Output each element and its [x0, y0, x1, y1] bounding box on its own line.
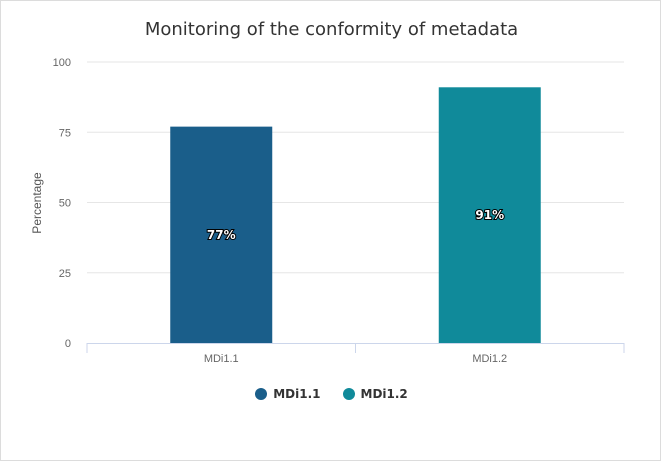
- legend-item-mdi1-1[interactable]: MDi1.1: [255, 387, 321, 401]
- data-label-mdi1-2: 91%: [475, 208, 504, 222]
- y-tick-label-75: 75: [59, 127, 71, 139]
- data-label-mdi1-1: 77%: [207, 228, 236, 242]
- y-tick-label-100: 100: [53, 57, 71, 69]
- legend-label-mdi1-1: MDi1.1: [273, 387, 321, 401]
- chart-title: Monitoring of the conformity of metadata: [144, 19, 519, 40]
- legend-swatch-mdi1-1: [255, 388, 268, 400]
- chart-legend: MDi1.1 MDi1.2: [1, 387, 661, 401]
- y-tick-label-50: 50: [59, 198, 71, 210]
- legend-swatch-mdi1-2: [342, 388, 355, 400]
- y-axis-title: Percentage: [30, 172, 44, 234]
- x-tick-label-mdi1-2: MDi1.2: [472, 353, 507, 365]
- y-tick-label-25: 25: [59, 268, 71, 280]
- legend-label-mdi1-2: MDi1.2: [360, 387, 408, 401]
- x-tick-label-mdi1-1: MDi1.1: [204, 353, 239, 365]
- y-tick-label-0: 0: [65, 338, 71, 350]
- bar-mdi1-1[interactable]: [170, 126, 273, 343]
- legend-item-mdi1-2[interactable]: MDi1.2: [342, 387, 408, 401]
- bar-mdi1-2[interactable]: [438, 87, 541, 343]
